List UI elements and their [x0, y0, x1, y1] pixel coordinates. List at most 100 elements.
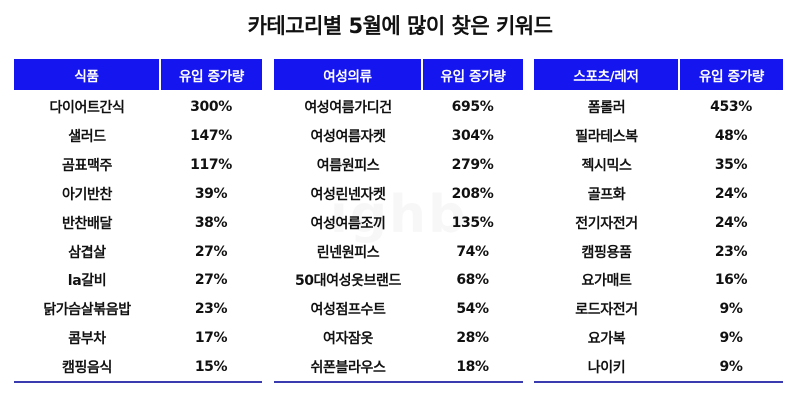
keyword-cell: 여성린넨자켓: [310, 186, 386, 203]
keyword-cell: 샐러드: [68, 129, 106, 146]
increase-cell: 9%: [719, 330, 743, 347]
keyword-cell: 여성점프수트: [310, 302, 386, 319]
table-row: 여성여름조끼 135%: [274, 208, 523, 237]
keyword-cell: 곰표맥주: [62, 158, 112, 175]
increase-cell: 304%: [451, 128, 494, 145]
table-row: 젝시믹스 35%: [534, 151, 783, 180]
table-row: 쉬폰블라우스 18%: [274, 353, 523, 383]
increase-cell: 147%: [190, 128, 232, 145]
increase-cell: 35%: [714, 157, 748, 174]
increase-cell: 23%: [194, 301, 228, 318]
keyword-cell: la갈비: [67, 273, 107, 290]
keyword-cell: 요가복: [587, 331, 626, 348]
table-row: 캠핑용품 23%: [534, 237, 783, 266]
keyword-table-womens-clothing: 여성의류 유입 증가량 여성여름가디건 695% 여성여름자켓 304% 여름원피스 27…: [274, 59, 523, 384]
table-row: 여자잠옷 28%: [274, 324, 523, 353]
increase-cell: 9%: [719, 301, 743, 318]
column-header-category: 식품: [14, 59, 161, 90]
keyword-cell: 전기자전거: [575, 215, 638, 232]
keyword-table-food: 식품 유입 증가량 다이어트간식 300% 샐러드 147% 곰표맥주 117% 아기반찬 3…: [14, 59, 262, 384]
keyword-cell: 반찬배달: [62, 215, 112, 232]
keyword-cell: 아기반찬: [62, 186, 112, 203]
table-row: 여성여름가디건 695%: [274, 90, 523, 122]
table-row: 다이어트간식 300%: [14, 90, 262, 122]
table-row: 50대여성옷브랜드 68%: [274, 266, 523, 295]
keyword-cell: 여성여름조끼: [310, 215, 386, 232]
increase-cell: 74%: [456, 243, 489, 260]
table-row: 아기반찬 39%: [14, 180, 262, 209]
keyword-table-sports-leisure: 스포츠/레저 유입 증가량 폼롤러 453% 필라테스복 48% 젝시믹스 35% 골프화 2…: [534, 59, 783, 384]
keyword-cell: 쉬폰블라우스: [310, 360, 386, 377]
increase-cell: 54%: [456, 301, 489, 318]
column-header-category: 스포츠/레저: [534, 59, 680, 90]
keyword-cell: 골프화: [587, 186, 626, 203]
increase-cell: 15%: [194, 359, 228, 376]
table-row: 나이키 9%: [534, 353, 783, 383]
table-row: 반찬배달 38%: [14, 208, 262, 237]
increase-cell: 24%: [714, 185, 748, 202]
table-row: 여름원피스 279%: [274, 151, 523, 180]
table-row: 필라테스복 48%: [534, 122, 783, 151]
keyword-cell: 여성여름자켓: [310, 129, 386, 146]
increase-cell: 18%: [456, 359, 489, 376]
keyword-cell: 다이어트간식: [49, 100, 125, 117]
increase-cell: 135%: [451, 214, 494, 231]
table-row: 로드자전거 9%: [534, 295, 783, 324]
increase-cell: 17%: [194, 330, 228, 347]
increase-cell: 28%: [456, 330, 489, 347]
column-header-metric: 유입 증가량: [422, 59, 523, 90]
increase-cell: 39%: [194, 185, 228, 202]
keyword-cell: 로드자전거: [575, 302, 638, 319]
increase-cell: 9%: [719, 359, 743, 376]
table-row: 린넨원피스 74%: [274, 237, 523, 266]
table-row: 삼겹살 27%: [14, 237, 262, 266]
column-header-category: 여성의류: [274, 59, 423, 90]
increase-cell: 117%: [190, 157, 232, 174]
keyword-cell: 여성여름가디건: [304, 100, 392, 117]
keyword-cell: 캠핑용품: [581, 244, 632, 261]
keyword-cell: 여자잠옷: [323, 331, 373, 348]
table-row: 전기자전거 24%: [534, 208, 783, 237]
increase-cell: 16%: [714, 272, 748, 289]
keyword-cell: 삼겹살: [68, 244, 106, 261]
table-row: 요가매트 16%: [534, 266, 783, 295]
keyword-cell: 콤부차: [68, 331, 106, 348]
column-header-metric: 유입 증가량: [160, 59, 262, 90]
increase-cell: 279%: [451, 157, 494, 174]
increase-cell: 453%: [710, 99, 752, 116]
increase-cell: 38%: [194, 214, 228, 231]
increase-cell: 208%: [451, 185, 494, 202]
keyword-cell: 여름원피스: [316, 158, 380, 175]
increase-cell: 68%: [456, 272, 489, 289]
keyword-cell: 젝시믹스: [581, 158, 632, 175]
table-row: 샐러드 147%: [14, 122, 262, 151]
increase-cell: 300%: [190, 99, 232, 116]
table-row: 폼롤러 453%: [534, 90, 783, 122]
table-row: 여성여름자켓 304%: [274, 122, 523, 151]
table-row: la갈비 27%: [14, 266, 262, 295]
table-row: 닭가슴살볶음밥 23%: [14, 295, 262, 324]
table-row: 여성점프수트 54%: [274, 295, 523, 324]
keyword-cell: 50대여성옷브랜드: [294, 273, 402, 290]
table-row: 요가복 9%: [534, 324, 783, 353]
keyword-cell: 캠핑음식: [62, 360, 112, 377]
column-header-metric: 유입 증가량: [679, 59, 783, 90]
page-title: 카테고리별 5월에 많이 찾은 키워드: [247, 14, 553, 38]
table-row: 콤부차 17%: [14, 324, 262, 353]
keyword-cell: 요가매트: [581, 273, 632, 290]
table-row: 곰표맥주 117%: [14, 151, 262, 180]
table-row: 캠핑음식 15%: [14, 353, 262, 383]
increase-cell: 23%: [714, 243, 748, 260]
table-row: 골프화 24%: [534, 180, 783, 209]
increase-cell: 24%: [714, 214, 748, 231]
increase-cell: 27%: [194, 272, 228, 289]
increase-cell: 695%: [451, 99, 494, 116]
keyword-cell: 나이키: [587, 360, 626, 377]
keyword-cell: 필라테스복: [575, 129, 638, 146]
table-row: 여성린넨자켓 208%: [274, 180, 523, 209]
keyword-cell: 린넨원피스: [316, 244, 380, 261]
keyword-cell: 폼롤러: [587, 100, 626, 117]
keyword-cell: 닭가슴살볶음밥: [43, 302, 131, 319]
increase-cell: 48%: [714, 128, 748, 145]
increase-cell: 27%: [194, 243, 228, 260]
